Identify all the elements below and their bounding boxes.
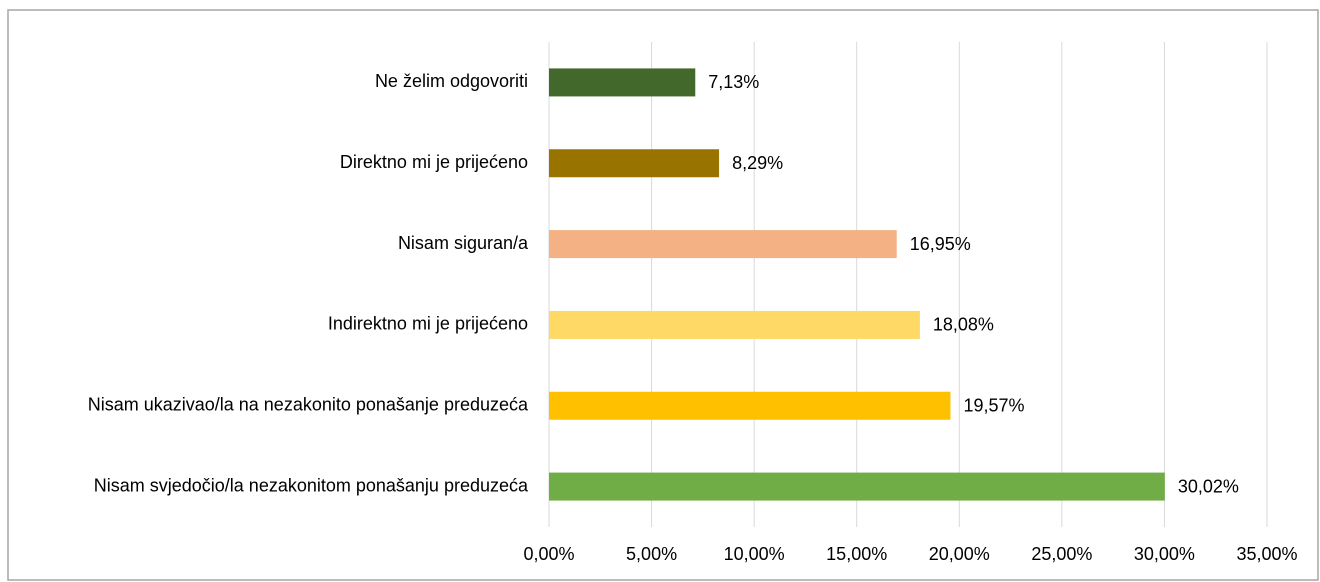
data-label: 19,57%: [963, 396, 1024, 416]
bar: [549, 472, 1165, 501]
data-label: 18,08%: [933, 315, 994, 335]
x-tick-label: 35,00%: [1236, 544, 1297, 564]
x-tick-label: 20,00%: [929, 544, 990, 564]
y-tick-label: Nisam ukazivao/la na nezakonito ponašanj…: [88, 395, 529, 415]
y-tick-label: Nisam siguran/a: [398, 233, 529, 253]
x-tick-label: 5,00%: [626, 544, 677, 564]
bar: [549, 230, 897, 259]
bar: [549, 310, 920, 339]
bar: [549, 68, 696, 97]
x-tick-label: 10,00%: [724, 544, 785, 564]
y-tick-label: Indirektno mi je prijećeno: [328, 314, 528, 334]
x-tick-label: 15,00%: [826, 544, 887, 564]
data-label: 7,13%: [708, 72, 759, 92]
x-tick-label: 0,00%: [523, 544, 574, 564]
y-tick-label: Nisam svjedočio/la nezakonitom ponašanju…: [94, 475, 529, 495]
x-tick-label: 25,00%: [1031, 544, 1092, 564]
data-label: 30,02%: [1178, 476, 1239, 496]
data-label: 16,95%: [910, 234, 971, 254]
bar: [549, 149, 720, 178]
data-label: 8,29%: [732, 153, 783, 173]
y-tick-label: Direktno mi je prijećeno: [340, 152, 528, 172]
y-tick-label: Ne želim odgovoriti: [375, 71, 528, 91]
bar: [549, 391, 951, 420]
x-tick-label: 30,00%: [1134, 544, 1195, 564]
